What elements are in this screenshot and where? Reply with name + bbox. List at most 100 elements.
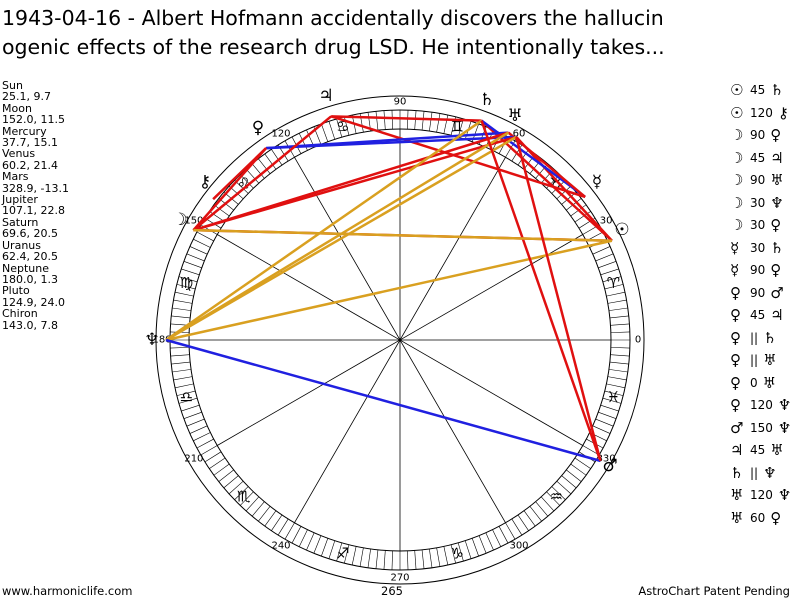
planet-coords-mercury: 37.7, 15.1 <box>2 136 58 150</box>
aspect-planet-b: ♂ <box>770 283 784 302</box>
sun-glyph: ☉ <box>614 220 629 240</box>
degree-tick <box>186 253 205 262</box>
aspect-planet-a: ☽ <box>730 216 744 235</box>
planet-name-mercury: Mercury <box>2 124 47 138</box>
aspect-planet-a: ♃ <box>730 441 744 460</box>
aspect-line <box>165 135 517 342</box>
aspect-planet-a: ♂ <box>730 418 744 437</box>
degree-tick <box>200 445 218 456</box>
aspect-value: 30 <box>750 218 766 233</box>
degree-tick <box>204 451 222 463</box>
aspect-planet-a: ☉ <box>730 103 744 122</box>
degree-tick <box>178 397 198 404</box>
aspect-planet-a: ♅ <box>730 486 744 505</box>
degree-tick <box>223 475 239 489</box>
aspect-value: 90 <box>750 173 766 188</box>
degree-tick <box>313 535 322 554</box>
degree-tick <box>429 548 433 568</box>
aspect-planet-a: ♀ <box>730 328 741 347</box>
degree-tick <box>595 253 614 262</box>
aspect-planet-a: ☽ <box>730 126 744 145</box>
degree-tick <box>351 546 357 566</box>
aspect-planet-b: ♀ <box>770 216 782 235</box>
degree-tick <box>517 514 529 531</box>
aspect-value: 45 <box>750 83 766 98</box>
aspect-row: ♀ 45 ♃ <box>730 304 792 327</box>
aspect-row: ♀ 120 ♆ <box>730 394 792 417</box>
aspect-value: || <box>750 353 759 368</box>
degree-tick <box>602 397 622 404</box>
planet-name-neptune: Neptune <box>2 261 50 275</box>
mercury-glyph: ☿ <box>592 172 602 192</box>
aspect-line <box>193 228 612 242</box>
aspect-row: ☽ 45 ♃ <box>730 147 792 170</box>
degree-tick <box>228 480 244 495</box>
degree-tick <box>414 110 417 130</box>
aspect-row: ☽ 90 ♀ <box>730 124 792 147</box>
zodiac-sign-glyph: ♍ <box>180 274 193 292</box>
aspect-value: 150 <box>750 420 773 435</box>
aspect-planet-a: ☽ <box>730 148 744 167</box>
planet-name-mars: Mars <box>2 170 29 184</box>
degree-tick <box>556 185 572 200</box>
aspect-value: 30 <box>750 240 766 255</box>
degree-label: 120 <box>271 128 290 139</box>
degree-tick <box>450 544 456 564</box>
footer-website-link[interactable]: www.harmoniclife.com <box>2 584 133 598</box>
degree-tick <box>535 501 549 517</box>
aspect-line <box>266 131 509 150</box>
planet-coords-mars: 328.9, -13.1 <box>2 181 69 195</box>
aspect-planet-b: ♄ <box>770 81 784 100</box>
aspect-planet-b: ♆ <box>777 418 792 437</box>
degree-tick <box>592 246 611 255</box>
aspect-line <box>515 136 602 462</box>
aspect-line <box>193 131 509 232</box>
degree-tick <box>604 390 624 396</box>
saturn-glyph: ♄ <box>479 90 494 110</box>
zodiac-sign-glyph: ♊ <box>450 118 463 136</box>
degree-tick <box>610 354 630 357</box>
degree-tick <box>321 123 329 142</box>
degree-tick <box>421 549 425 569</box>
degree-tick <box>595 418 614 427</box>
degree-label: 330 <box>597 454 616 465</box>
degree-tick <box>258 158 271 174</box>
aspect-line <box>165 119 483 342</box>
degree-tick <box>328 540 336 559</box>
degree-tick <box>284 522 295 540</box>
degree-tick <box>606 291 626 297</box>
degree-label: 30 <box>600 216 613 227</box>
degree-tick <box>546 491 560 506</box>
degree-tick <box>551 180 566 194</box>
degree-tick <box>535 163 549 179</box>
aspect-value: 120 <box>750 488 773 503</box>
aspect-line <box>165 239 613 342</box>
degree-tick <box>610 331 630 333</box>
degree-tick <box>193 432 211 442</box>
degree-label: 300 <box>509 541 528 552</box>
planet-name-venus: Venus <box>2 147 36 161</box>
aspect-planet-b: ⚷ <box>777 103 789 122</box>
planet-coords-chiron: 143.0, 7.8 <box>2 318 58 332</box>
aspect-planet-a: ♀ <box>730 283 741 302</box>
degree-tick <box>407 550 409 570</box>
degree-tick <box>172 307 192 311</box>
zodiac-sign-glyph: ♈ <box>607 274 620 292</box>
aspect-planet-a: ☿ <box>730 238 740 257</box>
degree-tick <box>607 299 627 304</box>
aspect-planet-b: ♅ <box>770 441 784 460</box>
degree-tick <box>336 542 343 562</box>
zodiac-sign-glyph: ♏ <box>237 487 251 505</box>
degree-tick <box>421 111 425 131</box>
aspect-value: || <box>750 465 759 480</box>
planet-coords-uranus: 62.4, 20.5 <box>2 250 58 264</box>
degree-tick <box>457 542 464 562</box>
degree-tick <box>181 404 200 412</box>
degree-tick <box>505 522 516 540</box>
aspect-row: ♀ 0 ♅ <box>730 372 792 395</box>
planet-name-jupiter: Jupiter <box>2 193 38 207</box>
degree-tick <box>336 118 343 138</box>
aspect-planet-a: ♅ <box>730 508 744 527</box>
degree-tick <box>436 113 441 133</box>
outer-circle <box>155 95 645 585</box>
